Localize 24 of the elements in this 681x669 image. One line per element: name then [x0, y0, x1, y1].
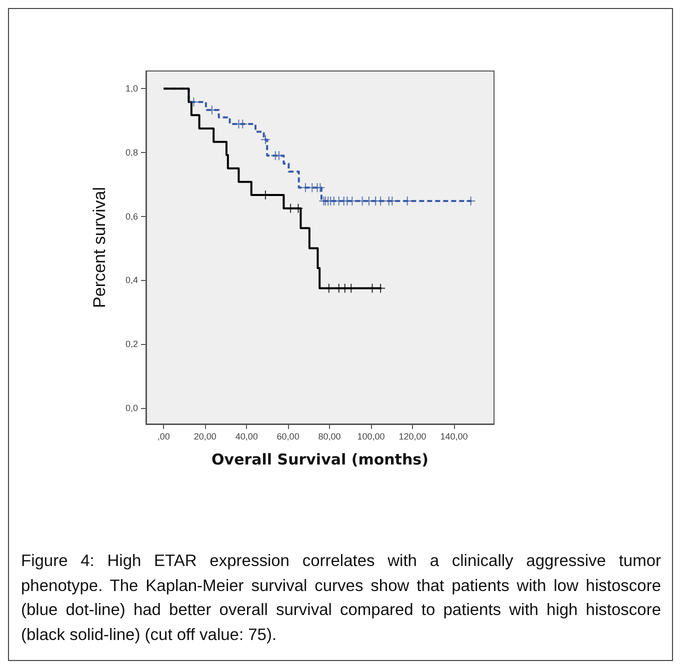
y-axis-title: Percent survival: [90, 187, 109, 308]
x-tick-label: 40,00: [235, 432, 258, 442]
y-tick-label: 0,0: [125, 403, 138, 414]
point: [260, 134, 270, 145]
y-tick-label: 0,8: [125, 147, 138, 158]
y-tick-label: 0,6: [125, 211, 138, 222]
point: [238, 119, 248, 130]
caption: Figure 4: High ETAR expression correlates with a clinically aggressive tumor phenotype. The Kaplan-Meier survival curves show that patients with low histoscore (blue dot-line) had better overall survival compared to patients with high histoscore (black solid-line) (cut off value: 75).: [21, 551, 661, 646]
x-axis-title: Overall Survival (months): [212, 450, 428, 468]
x-tick-label: 60,00: [276, 432, 300, 442]
point: [376, 196, 386, 206]
y-tick-label: 0,4: [125, 275, 138, 286]
x-tick-label: 20,00: [194, 432, 216, 442]
x-tick-label: 80,00: [318, 432, 341, 442]
point: [402, 196, 412, 206]
y-tick-label: 1,0: [125, 84, 138, 94]
point: [188, 96, 199, 107]
point: [300, 182, 310, 193]
point: [466, 196, 476, 206]
x-tick-label: 120,00: [398, 432, 426, 442]
x-tick-label: ,00: [157, 432, 170, 442]
x-tick-label: 140,00: [440, 432, 468, 442]
x-tick-label: 100,00: [357, 432, 385, 442]
y-tick-label: 0,2: [125, 339, 138, 350]
